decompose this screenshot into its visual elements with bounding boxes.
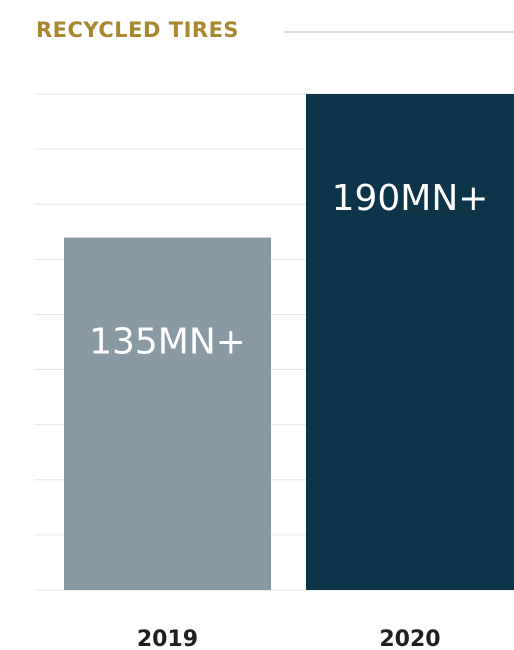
bar-value-label-2019: 135MN+ bbox=[89, 322, 246, 363]
bars bbox=[64, 94, 514, 590]
bar-labels: 135MN+ 190MN+ bbox=[89, 178, 488, 363]
bar-2020 bbox=[306, 94, 514, 590]
category-label-2020: 2020 bbox=[379, 627, 440, 650]
title-rule bbox=[284, 31, 514, 33]
category-label-2019: 2019 bbox=[137, 627, 198, 650]
bar-2019 bbox=[64, 237, 271, 590]
bar-value-label-2020: 190MN+ bbox=[332, 178, 489, 219]
category-labels: 2019 2020 bbox=[137, 627, 441, 650]
chart-title: RECYCLED TIRES bbox=[36, 18, 240, 42]
